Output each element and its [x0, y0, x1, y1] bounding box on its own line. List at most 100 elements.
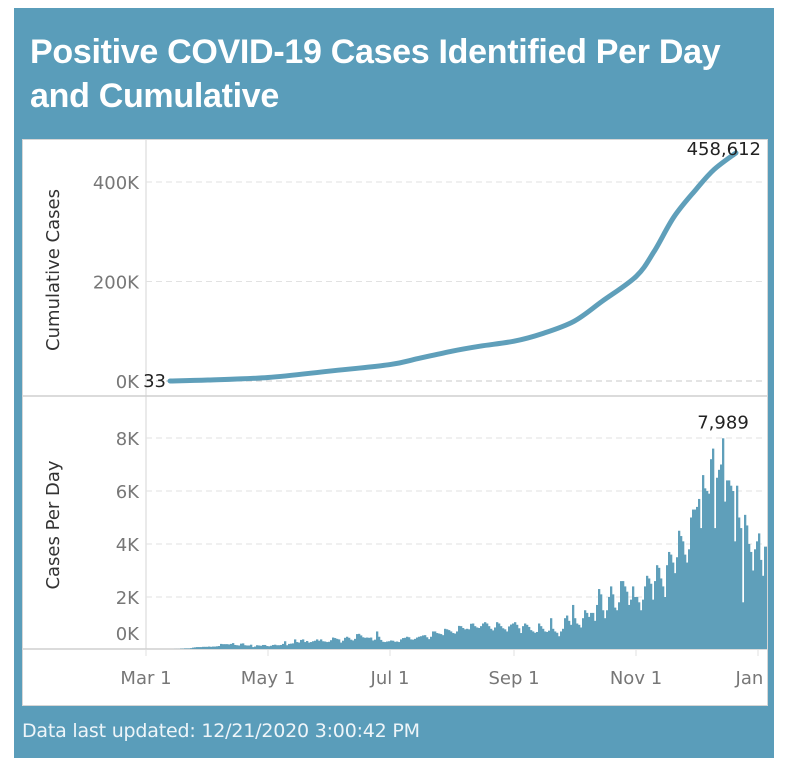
daily-bar	[304, 642, 307, 649]
annotation-start-value: 33	[143, 371, 166, 392]
y-tick-label-cumulative: 200K	[93, 273, 140, 294]
daily-bar	[424, 635, 427, 649]
daily-bar	[544, 631, 547, 649]
daily-bar	[552, 628, 555, 649]
daily-bar	[344, 637, 347, 649]
daily-bar	[676, 557, 679, 649]
daily-bar	[324, 641, 327, 649]
x-tick-label: Jan 1	[735, 668, 767, 689]
daily-bar	[744, 514, 747, 649]
daily-bar	[330, 640, 333, 649]
daily-bar	[722, 438, 725, 649]
daily-bar	[374, 639, 377, 649]
daily-bar	[652, 599, 655, 649]
daily-bar	[260, 645, 263, 649]
daily-bar	[318, 640, 321, 649]
daily-bar	[402, 638, 405, 649]
y-axis-title-daily: Cases Per Day	[43, 460, 64, 589]
daily-bar	[198, 647, 201, 649]
daily-bar	[570, 624, 573, 649]
daily-bar	[218, 646, 221, 649]
daily-bar	[266, 646, 269, 649]
daily-bar	[310, 642, 313, 649]
daily-bar	[564, 618, 567, 649]
daily-bar	[184, 648, 187, 649]
daily-bar	[546, 631, 549, 649]
daily-bar	[242, 643, 245, 649]
daily-bar	[322, 641, 325, 649]
daily-bar	[548, 630, 551, 649]
x-tick-label: May 1	[241, 668, 295, 689]
daily-bar	[392, 640, 395, 649]
daily-bar	[674, 573, 677, 649]
daily-bar	[248, 645, 251, 649]
daily-bar	[352, 640, 355, 649]
daily-bar	[418, 636, 421, 649]
daily-bar	[416, 637, 419, 649]
daily-bar	[232, 643, 235, 649]
daily-bar	[518, 628, 521, 649]
y-tick-label-daily: 2K	[116, 588, 140, 609]
daily-bar	[620, 581, 623, 649]
daily-bar	[384, 642, 387, 649]
daily-bar	[290, 643, 293, 649]
daily-bar	[284, 641, 287, 649]
daily-bar	[588, 616, 591, 649]
daily-bar	[316, 639, 319, 649]
daily-bar	[714, 528, 717, 649]
daily-bar	[584, 610, 587, 649]
daily-bar	[498, 623, 501, 649]
daily-bar	[258, 645, 261, 649]
x-tick-label: Sep 1	[488, 668, 539, 689]
daily-bar	[692, 509, 695, 649]
daily-bar	[408, 637, 411, 649]
daily-bar	[300, 639, 303, 649]
daily-bar	[476, 627, 479, 649]
daily-bar	[452, 633, 455, 649]
daily-bar	[396, 641, 399, 649]
daily-bar	[492, 630, 495, 649]
daily-bar	[210, 646, 213, 649]
daily-bar	[246, 645, 249, 649]
daily-bar	[274, 644, 277, 649]
daily-bar	[530, 630, 533, 649]
daily-bar	[196, 647, 199, 649]
daily-bar	[380, 639, 383, 649]
daily-bar	[462, 628, 465, 649]
daily-bar	[312, 641, 315, 649]
daily-bar	[560, 631, 563, 649]
daily-bar	[486, 623, 489, 649]
daily-bar	[748, 544, 751, 649]
daily-bar	[456, 631, 459, 649]
daily-bar	[710, 459, 713, 649]
daily-bar	[638, 602, 641, 649]
daily-bar	[298, 642, 301, 649]
daily-bar	[554, 631, 557, 649]
daily-bar	[686, 562, 689, 649]
daily-bar	[404, 637, 407, 649]
daily-bar	[604, 618, 607, 649]
daily-bar	[528, 626, 531, 649]
daily-bar	[188, 648, 191, 649]
daily-bar	[556, 632, 559, 649]
daily-bar	[394, 641, 397, 649]
daily-bar	[522, 626, 525, 649]
daily-bar	[608, 597, 611, 649]
daily-bar	[406, 636, 409, 649]
daily-bar	[362, 637, 365, 649]
daily-bar	[482, 623, 485, 649]
daily-bar	[646, 575, 649, 649]
daily-bar	[572, 604, 575, 649]
daily-bar	[278, 645, 281, 649]
y-tick-label-cumulative: 0K	[116, 372, 140, 393]
daily-bar	[582, 618, 585, 649]
daily-bar	[532, 631, 535, 649]
daily-bar	[276, 645, 279, 649]
daily-bar	[368, 637, 371, 649]
daily-bar	[708, 493, 711, 649]
daily-bar	[398, 642, 401, 649]
daily-bar	[558, 636, 561, 649]
daily-bar	[766, 546, 769, 649]
daily-bar	[238, 645, 241, 649]
last-updated-text: Data last updated: 12/21/2020 3:00:42 PM	[22, 720, 420, 742]
